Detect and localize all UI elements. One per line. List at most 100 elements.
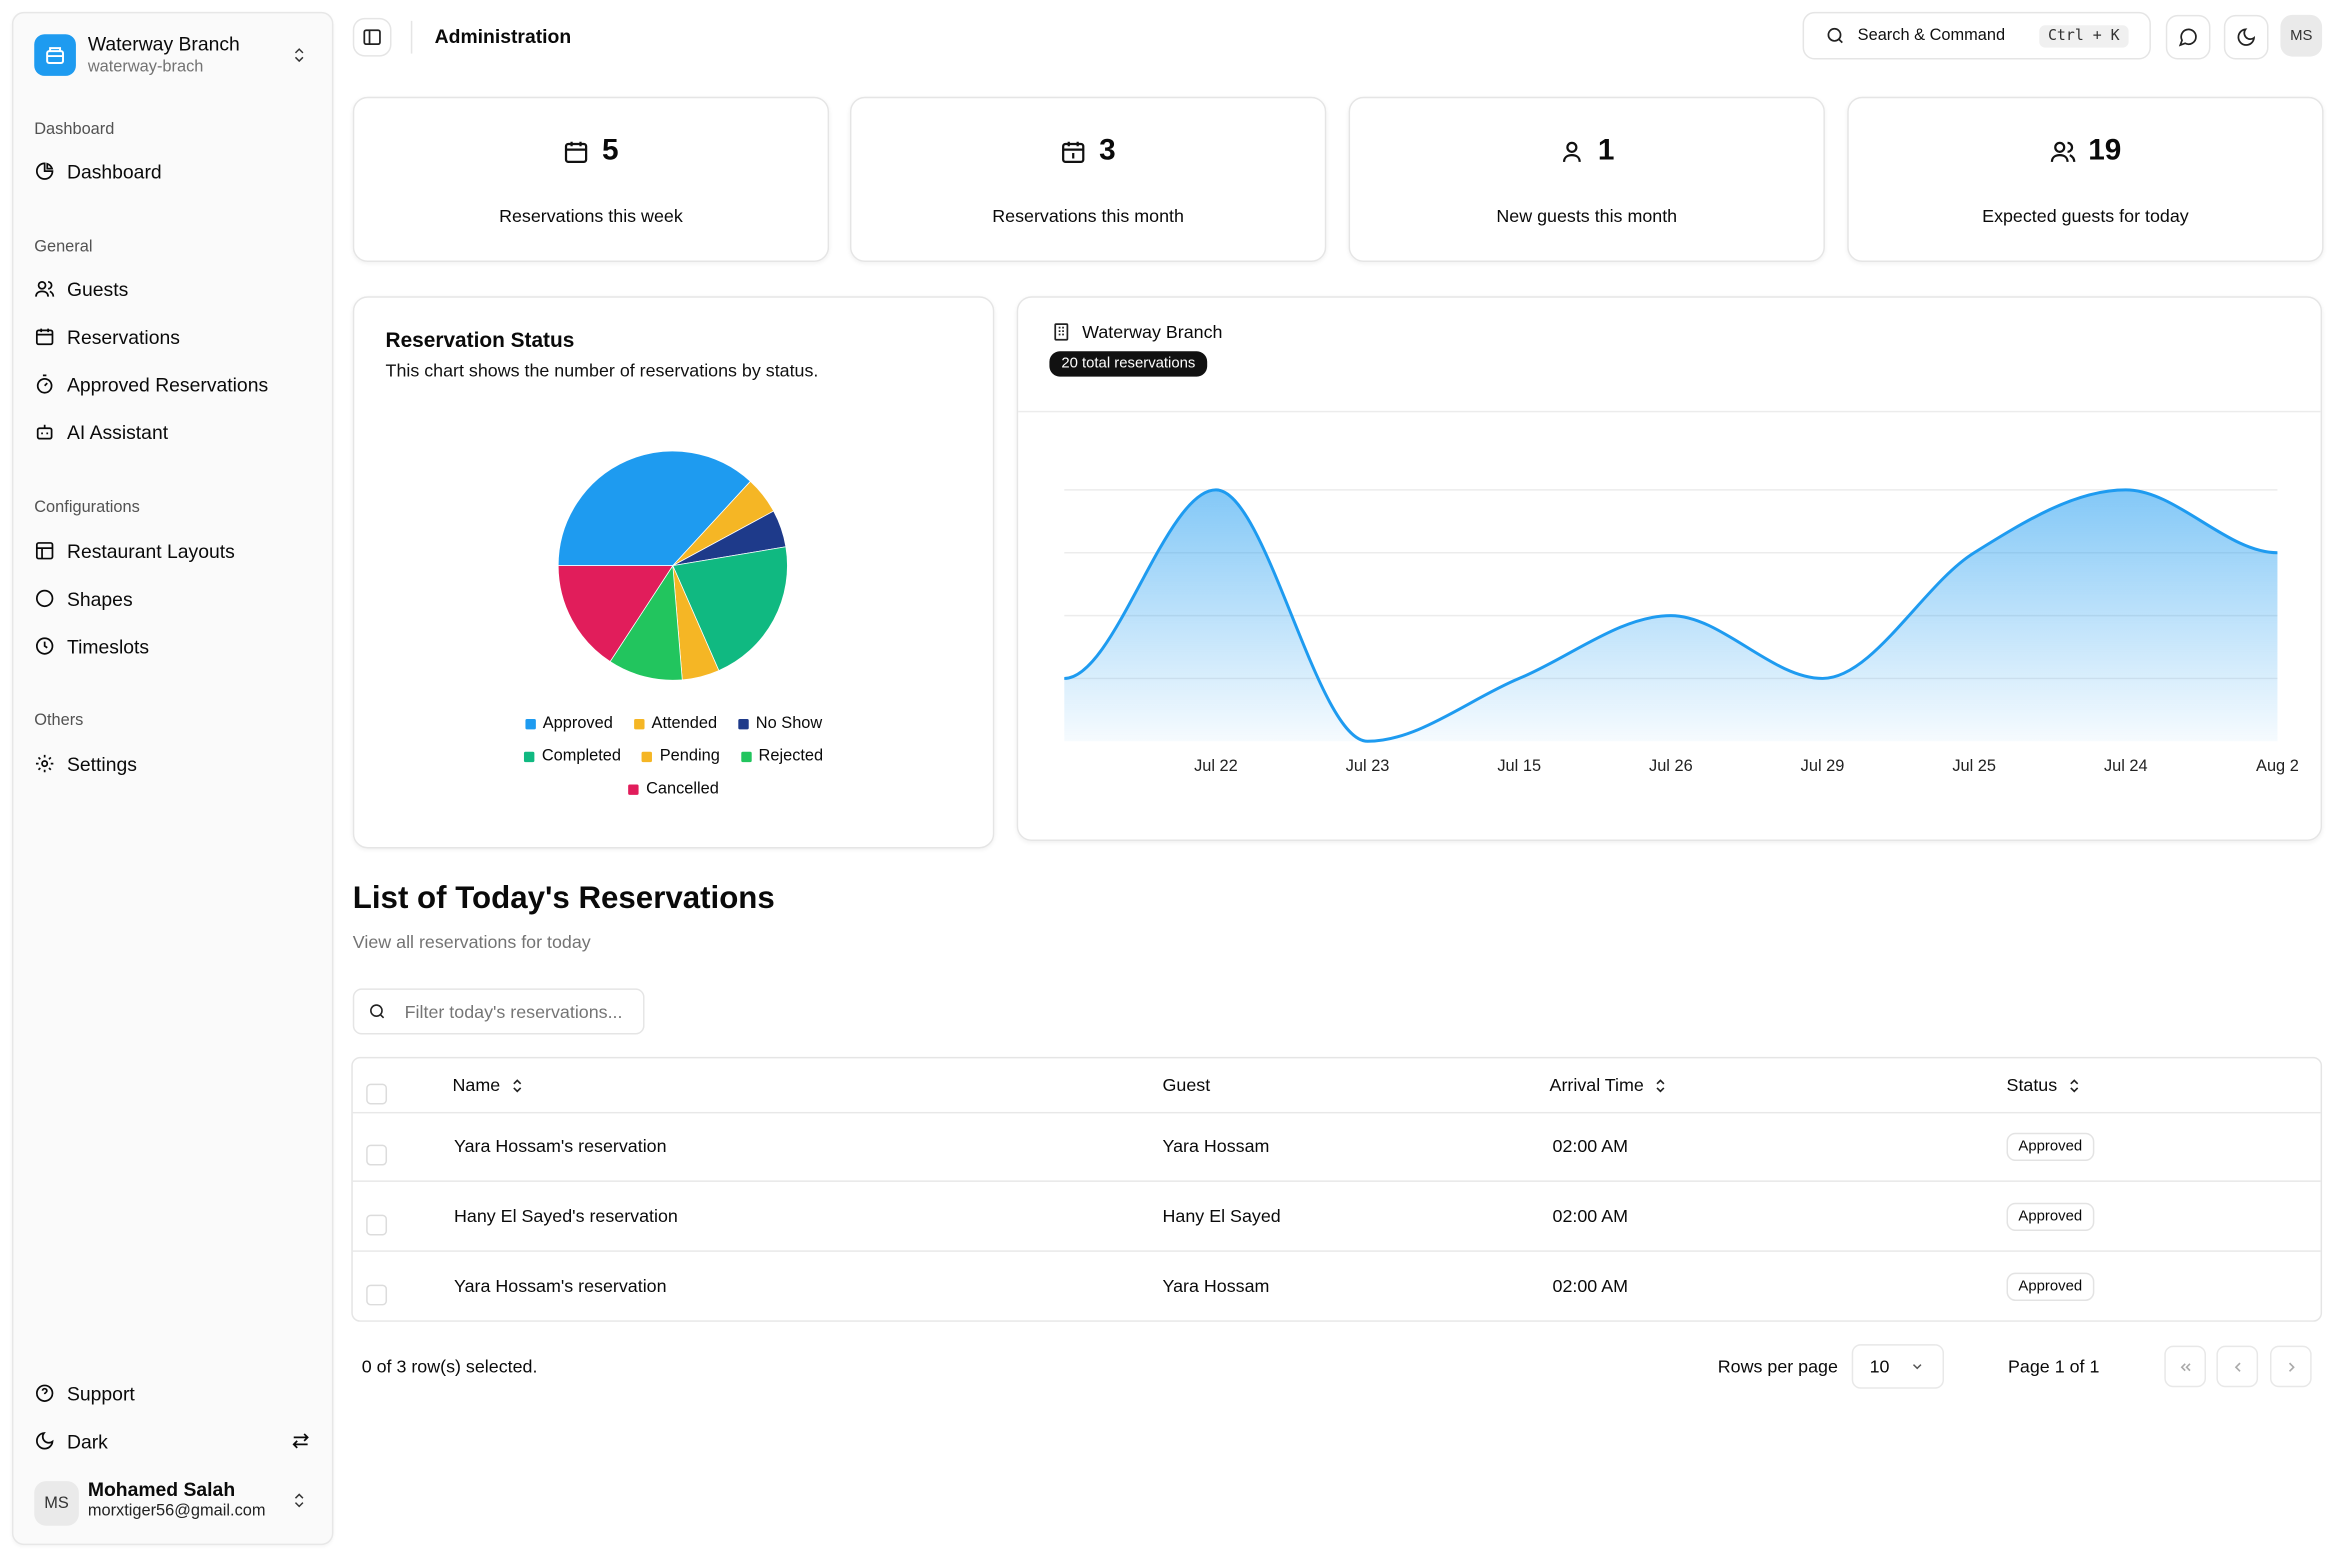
sidebar-item-label: Shapes: [66, 587, 133, 610]
group-label-configurations: Configurations: [34, 498, 140, 517]
legend-pending: Pending: [641, 747, 720, 765]
building-icon: [1051, 322, 1072, 343]
pie-slice-completed: [672, 546, 788, 672]
sidebar-item-settings[interactable]: Settings: [22, 743, 323, 785]
selection-count: 0 of 3 row(s) selected.: [361, 1356, 538, 1377]
pie-chart: [557, 450, 788, 681]
column-header-arrival[interactable]: Arrival Time: [1550, 1075, 1670, 1096]
status-badge: Approved: [2006, 1272, 2095, 1301]
theme-label: Dark: [66, 1429, 108, 1453]
legend-no-show: No Show: [737, 714, 822, 732]
group-label-general: General: [34, 238, 93, 257]
search-command-button[interactable]: Search & Command Ctrl + K: [1802, 11, 2151, 60]
area-chart: Jul 22 Jul 23 Jul 15 Jul 26 Jul 29 Jul 25 Jul …: [1064, 488, 2299, 775]
users-icon: [2050, 138, 2077, 165]
reservation-arrival: 02:00 AM: [1552, 1135, 1628, 1157]
sort-icon: [2066, 1077, 2082, 1093]
page-indicator: Page 1 of 1: [2008, 1356, 2100, 1377]
rows-per-page-select[interactable]: 10: [1851, 1344, 1945, 1389]
sidebar-item-label: Dashboard: [66, 160, 162, 183]
filter-input[interactable]: [401, 999, 644, 1024]
row-checkbox[interactable]: [366, 1214, 388, 1236]
filter-field[interactable]: [352, 988, 645, 1035]
status-badge: Approved: [2006, 1202, 2095, 1232]
help-circle-icon: [34, 1383, 55, 1404]
search-icon: [368, 1002, 387, 1021]
page-title: Administration: [434, 25, 572, 48]
legend-swatch: [524, 718, 536, 729]
calendar-icon: [563, 138, 590, 165]
avatar[interactable]: MS: [34, 1481, 79, 1526]
chevrons-up-down-icon[interactable]: [290, 46, 308, 64]
swap-icon[interactable]: [290, 1430, 311, 1451]
branch-name[interactable]: Waterway Branch: [87, 32, 240, 56]
row-checkbox[interactable]: [366, 1144, 388, 1166]
sidebar-item-dashboard[interactable]: Dashboard: [22, 150, 323, 192]
layout-icon: [34, 540, 55, 561]
avatar[interactable]: MS: [2280, 14, 2323, 57]
stat-card-week: 5 Reservations this week: [352, 96, 830, 262]
sort-icon: [1653, 1077, 1669, 1093]
message-circle-icon: [2178, 27, 2199, 48]
users-icon: [34, 278, 55, 299]
sidebar-item-ai-assistant[interactable]: AI Assistant: [22, 411, 323, 453]
sidebar-toggle-button[interactable]: [352, 17, 392, 57]
previous-page-button[interactable]: [2216, 1345, 2259, 1388]
column-header-guest: Guest: [1162, 1074, 1211, 1096]
group-label-others: Others: [34, 711, 84, 730]
sidebar-item-label: Guests: [66, 277, 129, 300]
pie-slice-cancelled: [557, 565, 674, 663]
chevrons-up-down-icon[interactable]: [290, 1491, 308, 1509]
sidebar-item-label: Timeslots: [66, 634, 150, 658]
search-label: Search & Command: [1857, 26, 2006, 45]
section-title: List of Today's Reservations: [352, 881, 775, 916]
sidebar-item-restaurant-layouts[interactable]: Restaurant Layouts: [22, 530, 323, 572]
legend-row-2: Completed Pending Rejected: [354, 747, 993, 765]
legend-cancelled: Cancelled: [628, 780, 719, 798]
reservation-status-card: Reservation Status This chart shows the …: [352, 296, 995, 849]
theme-toggle[interactable]: Dark: [22, 1420, 323, 1462]
sidebar-item-reservations[interactable]: Reservations: [22, 316, 323, 358]
timer-icon: [34, 374, 55, 395]
sidebar-item-label: Reservations: [66, 325, 180, 348]
stat-label: Reservations this week: [499, 205, 683, 227]
column-header-status[interactable]: Status: [2007, 1075, 2083, 1096]
sidebar-item-approved-reservations[interactable]: Approved Reservations: [22, 363, 323, 405]
gear-icon: [34, 753, 55, 774]
branch-logo-icon[interactable]: [34, 34, 76, 76]
calendar-icon: [1060, 138, 1087, 165]
sidebar-item-shapes[interactable]: Shapes: [22, 578, 323, 620]
messages-button[interactable]: [2165, 14, 2211, 60]
x-tick-label: Jul 22: [1194, 757, 1238, 775]
column-header-name[interactable]: Name: [453, 1075, 526, 1096]
stat-card-expected-guests: 19 Expected guests for today: [1847, 96, 2324, 262]
row-checkbox[interactable]: [366, 1284, 388, 1306]
chevron-down-icon: [1910, 1359, 1925, 1374]
sidebar-item-timeslots[interactable]: Timeslots: [22, 625, 323, 667]
legend-swatch: [523, 750, 535, 762]
select-all-checkbox[interactable]: [366, 1083, 388, 1105]
next-page-button[interactable]: [2269, 1345, 2312, 1388]
header-divider: [410, 20, 413, 54]
moon-icon: [34, 1430, 55, 1451]
rows-per-page-label: Rows per page: [1717, 1356, 1838, 1377]
sidebar-support-link[interactable]: Support: [22, 1372, 323, 1414]
card-title: Waterway Branch: [1082, 321, 1223, 343]
rows-per-page-value: 10: [1869, 1356, 1890, 1377]
stat-value: 19: [2088, 133, 2122, 167]
moon-icon: [2236, 27, 2257, 48]
theme-mode-button[interactable]: [2223, 14, 2269, 60]
x-tick-label: Jul 15: [1497, 757, 1541, 775]
legend-row-1: Approved Attended No Show: [354, 714, 993, 732]
stat-label: Expected guests for today: [1982, 205, 2189, 227]
first-page-button[interactable]: [2164, 1345, 2206, 1388]
stat-label: New guests this month: [1496, 205, 1678, 227]
chevron-right-icon: [2283, 1358, 2299, 1374]
panel-left-icon: [362, 27, 383, 48]
clock-icon: [34, 636, 55, 657]
x-tick-label: Jul 24: [2104, 757, 2148, 775]
reservations-table: Name Guest Arrival Time Status Yara Hoss…: [351, 1056, 2323, 1322]
reservation-guest: Hany El Sayed: [1162, 1205, 1281, 1227]
user-email: morxtiger56@gmail.com: [87, 1501, 266, 1520]
sidebar-item-guests[interactable]: Guests: [22, 268, 323, 310]
